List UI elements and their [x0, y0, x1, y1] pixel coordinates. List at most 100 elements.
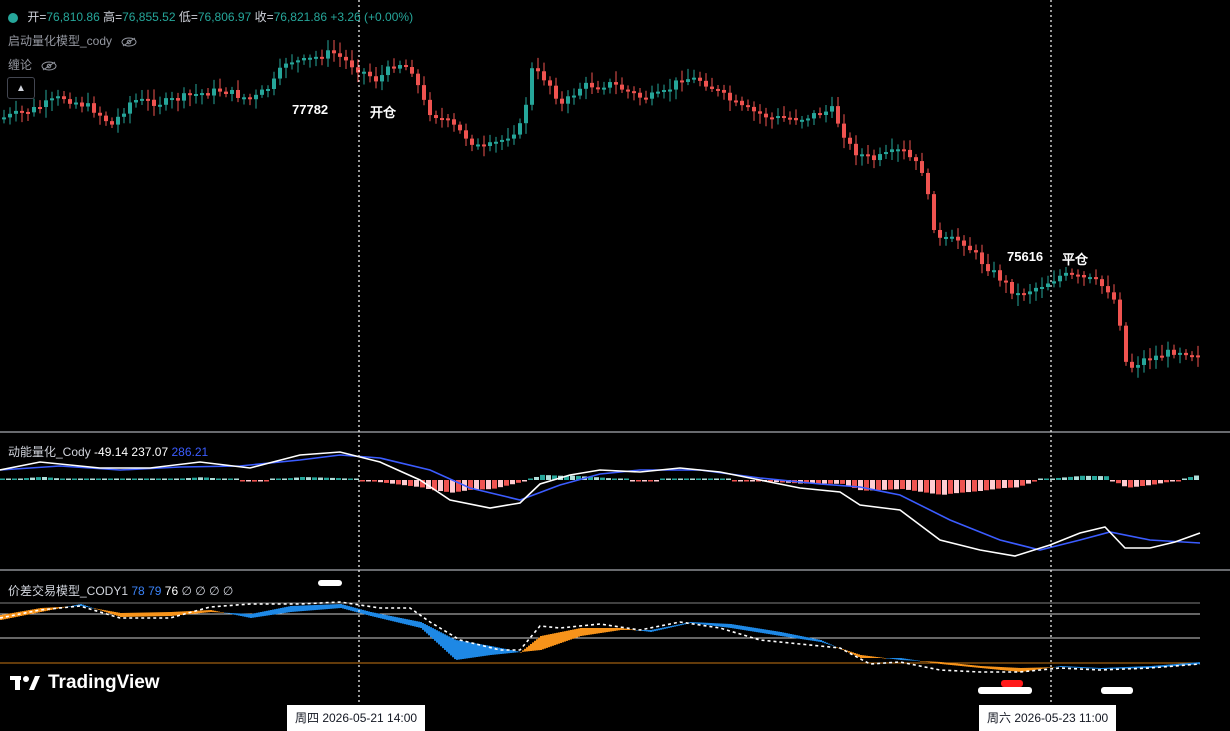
histogram-bar	[252, 480, 257, 482]
indicator-name: 启动量化模型_cody	[8, 34, 113, 48]
candle-body	[824, 111, 828, 115]
spread-fill-segment	[1090, 667, 1092, 669]
candle-body	[878, 154, 882, 161]
spread-fill-segment	[394, 616, 396, 622]
spread-fill-segment	[420, 622, 422, 628]
spread-fill-segment	[56, 607, 58, 609]
spread-fill-segment	[1166, 664, 1168, 667]
spread-fill-segment	[514, 650, 516, 653]
spread-fill-segment	[780, 632, 782, 636]
spread-fill-segment	[778, 631, 780, 636]
candle-body	[1136, 364, 1140, 368]
low-label: 低=	[178, 10, 198, 24]
candle-body	[1070, 272, 1074, 275]
candle-body	[1088, 277, 1092, 280]
histogram-bar	[612, 478, 617, 480]
candle-body	[104, 115, 108, 122]
histogram-bar	[234, 478, 239, 480]
spread-fill-segment	[486, 645, 488, 656]
eye-hidden-icon[interactable]	[41, 61, 57, 71]
histogram-bar	[78, 478, 83, 480]
histogram-bar	[972, 480, 977, 492]
candle-body	[14, 110, 18, 114]
spread-fill-segment	[550, 634, 552, 647]
histogram-bar	[300, 477, 305, 480]
spread-fill-segment	[882, 657, 884, 659]
candle-body	[1094, 277, 1098, 280]
candle-body	[8, 113, 12, 118]
spread-fill-segment	[772, 630, 774, 635]
spread-fill-segment	[676, 624, 678, 627]
spread-fill-segment	[458, 640, 460, 660]
spread-fill-segment	[212, 610, 214, 613]
candle-body	[320, 56, 324, 59]
candle-body	[704, 80, 708, 87]
histogram-bar	[1110, 480, 1115, 482]
indicator-row-2[interactable]: 缠论	[8, 56, 57, 73]
spread-fill-segment	[1020, 668, 1022, 672]
spread-fill-segment	[238, 613, 240, 616]
histogram-bar	[570, 475, 575, 480]
histogram-bar	[906, 480, 911, 490]
histogram-bar	[894, 480, 899, 490]
histogram-bar	[450, 480, 455, 493]
spread-fill-segment	[516, 651, 518, 653]
spread-fill-segment	[808, 637, 810, 641]
spread-fill-segment	[698, 622, 700, 624]
spread-fill-segment	[500, 648, 502, 654]
spread-fill-segment	[274, 609, 276, 615]
spread-fill-segment	[278, 608, 280, 614]
spread-fill-segment	[1036, 667, 1038, 670]
histogram-bar	[888, 480, 893, 490]
spread-fill-segment	[862, 655, 864, 658]
spread-fill-segment	[692, 622, 694, 624]
spread-fill-segment	[328, 604, 330, 609]
candle-body	[722, 89, 726, 93]
spread-fill-segment	[858, 654, 860, 658]
spread-fill-segment	[1012, 667, 1014, 672]
spread-fill-segment	[664, 627, 666, 629]
spread-fill-segment	[1070, 666, 1072, 668]
spread-fill-segment	[1096, 667, 1098, 669]
spread-fill-segment	[142, 612, 144, 617]
spread-fill-segment	[668, 626, 670, 628]
candle-body	[650, 92, 654, 99]
spread-fill-segment	[616, 628, 618, 631]
spread-fill-segment	[414, 620, 416, 627]
momentum-legend[interactable]: 动能量化_Cody -49.14 237.07 286.21	[8, 443, 208, 460]
collapse-legend-button[interactable]: ▲	[7, 77, 35, 99]
spread-fill-segment	[932, 661, 934, 663]
spread-fill-segment	[1092, 667, 1094, 669]
spread-fill-segment	[1196, 662, 1198, 665]
histogram-bar	[0, 478, 5, 480]
spread-fill-segment	[1094, 667, 1096, 669]
indicator-row-1[interactable]: 启动量化模型_cody	[8, 32, 137, 49]
spread-fill-segment	[168, 612, 170, 617]
tradingview-logo[interactable]: TradingView	[10, 672, 160, 694]
histogram-bar	[150, 478, 155, 480]
spread-fill-segment	[670, 626, 672, 628]
momentum-value-2: 237.07	[131, 445, 169, 459]
spread-fill-segment	[922, 661, 924, 662]
spread-fill-segment	[788, 633, 790, 638]
spread-fill-segment	[688, 622, 690, 624]
histogram-bar	[882, 480, 887, 490]
spread-fill-segment	[208, 610, 210, 613]
spread-fill-segment	[316, 604, 318, 610]
spread-fill-segment	[758, 628, 760, 633]
histogram-bar	[852, 480, 857, 489]
eye-hidden-icon[interactable]	[121, 37, 137, 47]
spread-fill-segment	[148, 612, 150, 617]
histogram-bar	[432, 480, 437, 491]
spread-fill-segment	[798, 635, 800, 639]
candle-body	[872, 155, 876, 161]
candle-body	[368, 71, 372, 77]
spread-legend[interactable]: 价差交易模型_CODY1 78 79 76 ∅ ∅ ∅ ∅	[8, 582, 233, 599]
spread-fill-segment	[204, 610, 206, 613]
spread-fill-segment	[10, 613, 12, 618]
spread-fill-segment	[460, 640, 462, 660]
spread-fill-segment	[570, 630, 572, 640]
spread-fill-segment	[426, 625, 428, 634]
candle-body	[860, 154, 864, 157]
